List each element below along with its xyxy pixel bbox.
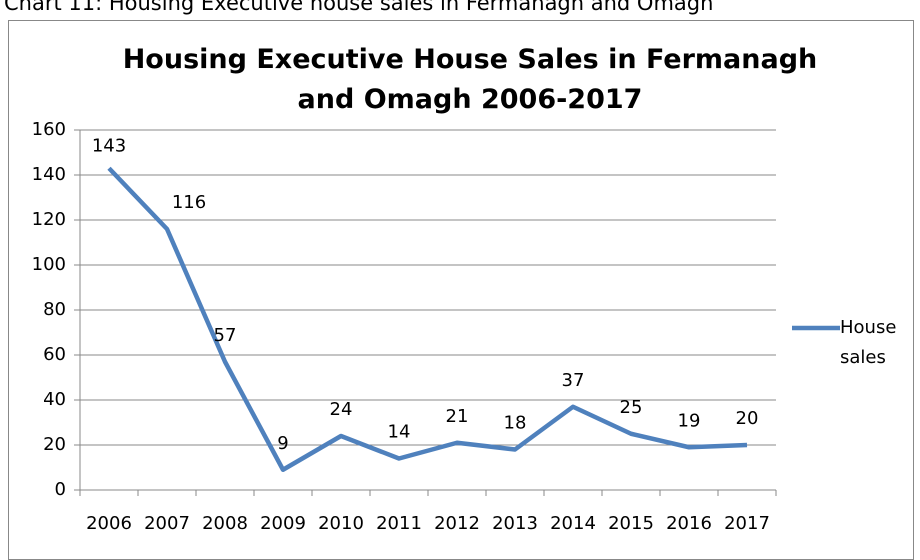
- y-tick-label: 160: [32, 119, 66, 140]
- data-label: 14: [388, 422, 411, 443]
- x-tick-label: 2013: [492, 513, 538, 534]
- y-tick-label: 0: [55, 479, 66, 500]
- y-tick-label: 80: [43, 299, 66, 320]
- y-tick-label: 60: [43, 344, 66, 365]
- data-label: 19: [678, 410, 701, 431]
- x-tick-label: 2010: [318, 513, 364, 534]
- data-label: 18: [504, 413, 527, 434]
- x-tick-label: 2007: [144, 513, 190, 534]
- data-label: 143: [92, 135, 126, 156]
- x-tick-label: 2014: [550, 513, 596, 534]
- line: [107, 166, 748, 472]
- y-tick-label: 140: [32, 164, 66, 185]
- y-tick-label: 100: [32, 254, 66, 275]
- x-tick-label: 2015: [608, 513, 654, 534]
- x-tick-label: 2011: [376, 513, 422, 534]
- x-tick-label: 2006: [86, 513, 132, 534]
- caption: Chart 11: Housing Executive house sales …: [4, 0, 714, 15]
- y-tick-label: 20: [43, 434, 66, 455]
- y-tick-label: 120: [32, 209, 66, 230]
- x-tick-label: 2017: [724, 513, 770, 534]
- y-tick-label: 40: [43, 389, 66, 410]
- data-label: 20: [736, 408, 759, 429]
- data-label: 9: [277, 433, 288, 454]
- data-label: 24: [330, 399, 353, 420]
- data-label: 116: [172, 192, 206, 213]
- data-label: 57: [214, 325, 237, 346]
- x-tick-label: 2012: [434, 513, 480, 534]
- data-label: 25: [620, 397, 643, 418]
- x-tick-label: 2008: [202, 513, 248, 534]
- x-tick-label: 2009: [260, 513, 306, 534]
- x-tick-label: 2016: [666, 513, 712, 534]
- chart-title: Housing Executive House Sales in Fermana…: [122, 44, 818, 115]
- legend-label: House sales: [840, 317, 897, 368]
- data-label: 37: [562, 370, 585, 391]
- data-label: 21: [446, 406, 469, 427]
